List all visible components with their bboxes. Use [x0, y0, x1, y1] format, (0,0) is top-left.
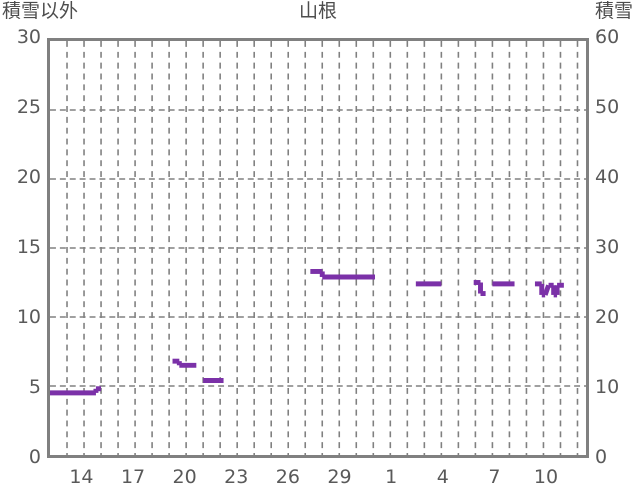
x-tick-26: 26 — [275, 466, 300, 488]
right-tick-20: 20 — [595, 306, 620, 328]
right-tick-40: 40 — [595, 166, 620, 188]
right-tick-50: 50 — [595, 96, 620, 118]
x-tick-10: 10 — [533, 466, 559, 488]
x-tick-29: 29 — [327, 466, 352, 488]
x-tick-14: 14 — [69, 466, 94, 488]
x-tick-4: 4 — [436, 466, 449, 488]
left-tick-25: 25 — [16, 96, 41, 118]
plot-area — [47, 38, 589, 458]
left-tick-0: 0 — [28, 446, 41, 468]
left-tick-5: 5 — [28, 376, 41, 398]
left-tick-20: 20 — [16, 166, 41, 188]
x-tick-17: 17 — [120, 466, 146, 488]
x-tick-7: 7 — [488, 466, 501, 488]
data-series-layer — [50, 268, 564, 396]
x-tick-20: 20 — [172, 466, 197, 488]
left-tick-30: 30 — [16, 26, 41, 48]
chart-title: 山根 — [298, 0, 337, 22]
right-tick-0: 0 — [595, 446, 608, 468]
left-tick-15: 15 — [16, 236, 41, 258]
right-tick-30: 30 — [595, 236, 620, 258]
x-tick-23: 23 — [224, 466, 249, 488]
right-tick-10: 10 — [595, 376, 620, 398]
left-axis-title: 積雪以外 — [2, 0, 79, 22]
right-axis-title: 積雪 — [594, 0, 633, 22]
left-tick-10: 10 — [16, 306, 41, 328]
right-tick-60: 60 — [595, 26, 620, 48]
grid-lines — [50, 41, 586, 455]
x-tick-1: 1 — [385, 466, 398, 488]
